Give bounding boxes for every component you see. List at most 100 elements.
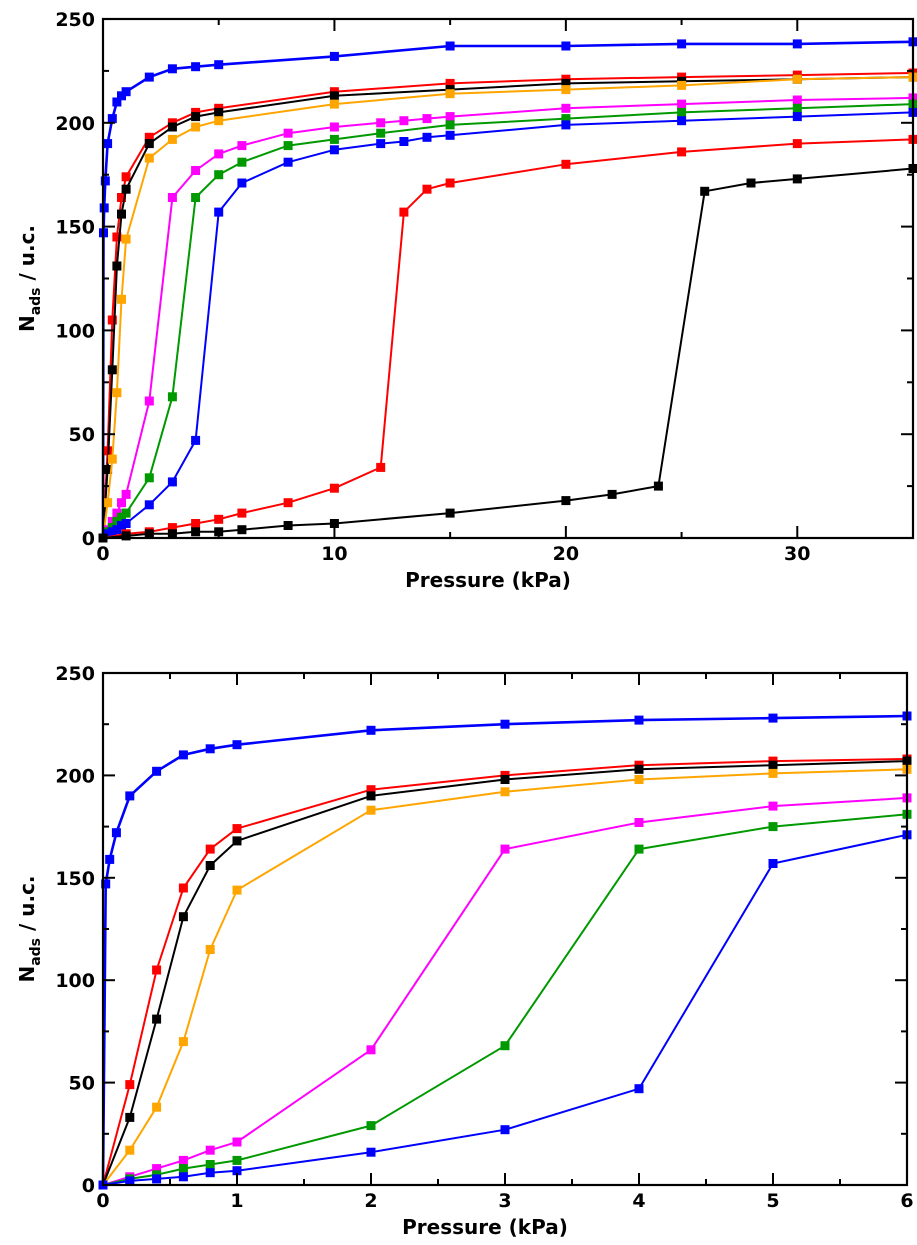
data-point bbox=[768, 822, 778, 832]
data-point bbox=[329, 134, 339, 144]
series-line bbox=[102, 111, 914, 539]
x-tick-label: 6 bbox=[900, 1190, 913, 1212]
data-point bbox=[117, 521, 126, 530]
data-point bbox=[214, 107, 224, 117]
data-point bbox=[792, 103, 802, 113]
y-tick-label: 100 bbox=[55, 970, 95, 992]
data-point bbox=[500, 1041, 510, 1051]
data-point bbox=[634, 818, 644, 827]
data-point bbox=[677, 99, 687, 109]
data-point bbox=[634, 775, 644, 784]
plot-frame bbox=[101, 17, 915, 540]
data-point bbox=[205, 1160, 215, 1169]
series-line bbox=[102, 72, 914, 539]
data-point bbox=[178, 1155, 188, 1165]
data-point bbox=[634, 764, 644, 774]
data-point bbox=[107, 527, 117, 537]
series-line bbox=[102, 167, 914, 539]
data-point bbox=[232, 1137, 242, 1147]
data-point bbox=[232, 885, 242, 895]
data-point bbox=[792, 139, 802, 149]
data-point bbox=[103, 465, 113, 474]
data-point bbox=[366, 1045, 376, 1055]
series-7 bbox=[98, 134, 917, 543]
data-point bbox=[167, 477, 177, 487]
x-tick-label: 0 bbox=[96, 1190, 109, 1212]
data-point bbox=[366, 805, 376, 815]
data-point bbox=[445, 178, 455, 188]
data-point bbox=[191, 527, 201, 537]
series-4 bbox=[98, 93, 917, 543]
data-point bbox=[237, 508, 247, 518]
series-line bbox=[102, 103, 914, 539]
data-point bbox=[121, 519, 131, 528]
series-line bbox=[102, 76, 914, 539]
x-tick-label: 1 bbox=[230, 1190, 243, 1212]
data-point bbox=[677, 107, 687, 117]
data-point bbox=[144, 72, 154, 82]
data-point bbox=[422, 132, 432, 142]
y-tick-label: 0 bbox=[82, 1175, 95, 1197]
data-point bbox=[677, 116, 687, 126]
data-point bbox=[232, 1166, 242, 1176]
data-point bbox=[167, 134, 177, 144]
data-point bbox=[283, 157, 293, 167]
data-point bbox=[677, 80, 687, 90]
data-point bbox=[445, 112, 455, 122]
series-0 bbox=[98, 711, 912, 1190]
data-point bbox=[103, 529, 113, 539]
x-tick-label: 0 bbox=[96, 543, 109, 565]
data-point bbox=[561, 159, 571, 169]
data-point bbox=[107, 315, 117, 325]
data-point bbox=[117, 294, 126, 304]
data-point bbox=[399, 137, 409, 146]
data-point bbox=[376, 128, 386, 138]
data-point bbox=[634, 844, 644, 854]
data-point bbox=[500, 719, 510, 729]
data-point bbox=[191, 112, 201, 122]
data-point bbox=[121, 531, 131, 541]
data-point bbox=[329, 145, 339, 155]
data-point bbox=[112, 97, 122, 107]
data-point bbox=[768, 859, 778, 868]
data-point bbox=[191, 62, 201, 72]
data-point bbox=[125, 1080, 135, 1090]
data-point bbox=[167, 523, 177, 533]
data-point bbox=[107, 516, 117, 526]
data-point bbox=[561, 114, 571, 124]
data-point bbox=[191, 193, 201, 202]
series-1 bbox=[98, 754, 912, 1190]
data-point bbox=[237, 157, 247, 167]
data-point bbox=[214, 149, 224, 159]
data-point bbox=[121, 508, 131, 518]
data-point bbox=[214, 116, 224, 126]
y-tick-label: 150 bbox=[55, 217, 95, 239]
data-point bbox=[561, 78, 571, 88]
data-point bbox=[376, 118, 386, 128]
y-axis-title: Nads / u.c. bbox=[15, 875, 44, 982]
data-point bbox=[125, 791, 135, 801]
data-point bbox=[283, 128, 293, 138]
data-point bbox=[283, 498, 293, 508]
data-point bbox=[121, 234, 131, 244]
series-line bbox=[102, 758, 908, 1186]
data-point bbox=[768, 760, 778, 770]
panel-top-chart: 0 10 20 30 0 50 100 150 200 250 Pressure (kPa) Nads… bbox=[15, 9, 917, 592]
series-2 bbox=[98, 756, 912, 1190]
data-point bbox=[700, 186, 710, 196]
x-tick-label: 20 bbox=[553, 543, 579, 565]
data-point bbox=[376, 139, 386, 149]
data-point bbox=[117, 209, 126, 219]
data-point bbox=[178, 883, 188, 893]
x-tick-label: 4 bbox=[632, 1190, 645, 1212]
data-point bbox=[500, 844, 510, 854]
data-point bbox=[366, 1121, 376, 1131]
data-point bbox=[178, 1172, 188, 1182]
data-point bbox=[329, 91, 339, 101]
data-point bbox=[144, 396, 154, 406]
data-point bbox=[366, 1147, 376, 1157]
x-axis-title: Pressure (kPa) bbox=[402, 1215, 568, 1239]
data-point bbox=[792, 95, 802, 105]
data-point bbox=[445, 120, 455, 130]
x-tick-label: 3 bbox=[498, 1190, 511, 1212]
